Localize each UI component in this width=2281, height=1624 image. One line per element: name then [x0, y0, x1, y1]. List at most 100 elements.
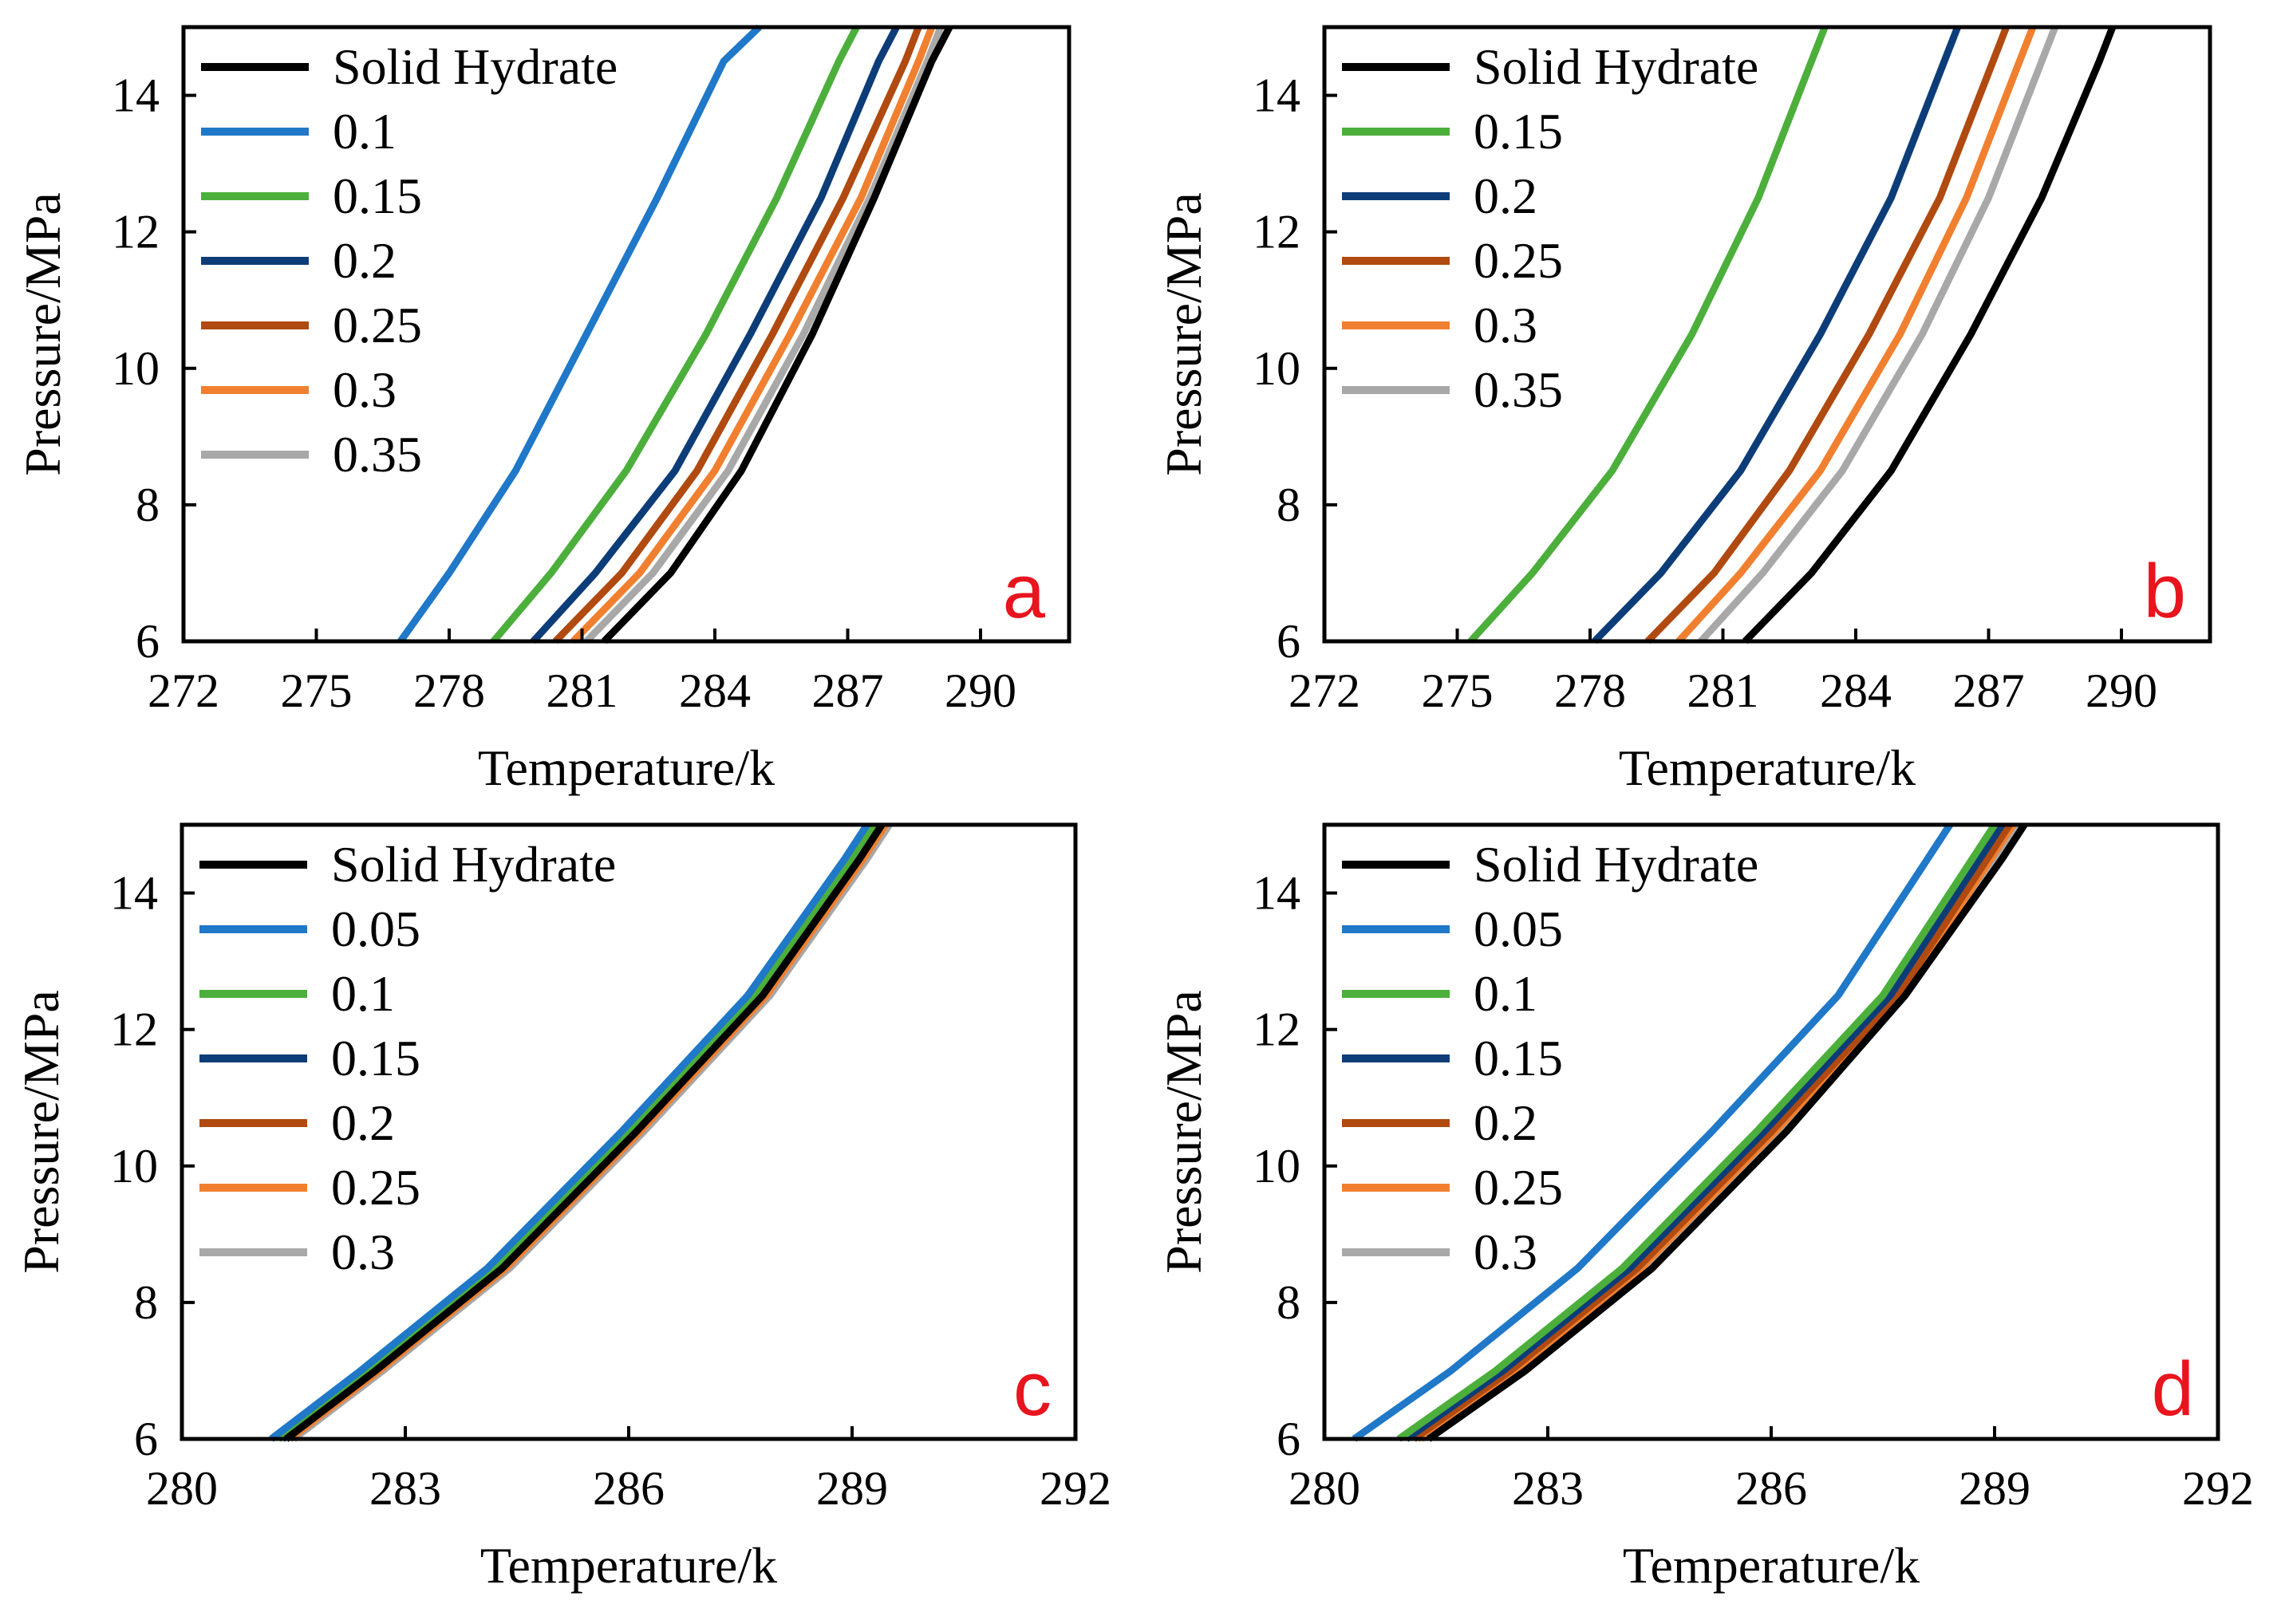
- series-line-0.3: [570, 26, 936, 644]
- y-tick-label: 14: [112, 69, 160, 122]
- x-tick-label: 290: [2086, 664, 2157, 717]
- x-axis-title: Temperature/k: [478, 739, 775, 796]
- y-tick-label: 12: [1253, 1003, 1300, 1056]
- panel-b: 272 275 278 281 284 287 290 6 8 10 12 14 Temperature…: [1155, 25, 2212, 796]
- legend-label: 0.05: [331, 901, 420, 957]
- legend-label: 0.25: [333, 297, 422, 353]
- series-line-0.2: [1411, 822, 2013, 1442]
- legend-label: 0.35: [1474, 361, 1563, 418]
- legend-label: 0.15: [1474, 1030, 1563, 1086]
- x-axis-title: Temperature/k: [1619, 739, 1916, 796]
- legend-label: Solid Hydrate: [1474, 38, 1758, 95]
- y-tick-label: 14: [1253, 69, 1300, 122]
- legend-label: 0.3: [1474, 297, 1537, 353]
- series-line-0.15: [1467, 26, 1829, 644]
- legend-label: 0.3: [333, 361, 397, 418]
- legend-label: 0.25: [331, 1159, 420, 1216]
- y-tick-label: 12: [110, 1003, 158, 1056]
- y-tick-label: 10: [112, 342, 160, 395]
- x-tick-label: 284: [1820, 664, 1892, 717]
- x-tick-label: 287: [1953, 664, 2025, 717]
- legend-label: 0.25: [1474, 1159, 1563, 1216]
- legend-label: 0.35: [333, 426, 422, 483]
- series-line-solid-hydrate: [1742, 26, 2117, 644]
- x-tick-label: 280: [1288, 1462, 1360, 1515]
- x-tick-label: 272: [148, 664, 219, 717]
- panel-letter: c: [1013, 1346, 1052, 1432]
- series-line-0.1: [276, 822, 878, 1442]
- y-tick-label: 10: [110, 1140, 158, 1192]
- y-tick-label: 8: [136, 479, 160, 531]
- x-tick-label: 286: [593, 1462, 665, 1515]
- y-tick-label: 14: [1253, 867, 1300, 920]
- legend-label: Solid Hydrate: [331, 836, 616, 893]
- y-tick-label: 14: [110, 867, 158, 920]
- series-line-0.1: [397, 24, 762, 644]
- x-axis-title: Temperature/k: [480, 1537, 777, 1594]
- legend-label: 0.2: [1474, 168, 1537, 224]
- series-line-0.05: [269, 822, 870, 1442]
- panel-letter: b: [2144, 549, 2186, 634]
- y-tick-label: 12: [112, 206, 160, 258]
- series-line-0.2: [531, 25, 900, 644]
- y-tick-label: 6: [1277, 1413, 1300, 1465]
- y-axis-title: Pressure/MPa: [13, 990, 69, 1274]
- x-tick-label: 275: [1422, 664, 1494, 717]
- y-tick-label: 8: [1277, 479, 1300, 531]
- y-axis-title: Pressure/MPa: [1155, 192, 1212, 476]
- legend-label: 0.3: [1474, 1224, 1537, 1280]
- legend-label: Solid Hydrate: [1474, 836, 1758, 893]
- series-line-0.15: [1404, 822, 2006, 1442]
- x-tick-label: 289: [816, 1462, 888, 1515]
- legend-label: 0.15: [331, 1030, 420, 1086]
- legend-label: 0.1: [1474, 965, 1537, 1022]
- legend-label: 0.25: [1474, 232, 1563, 289]
- y-tick-label: 12: [1253, 206, 1300, 258]
- x-tick-label: 290: [945, 664, 1016, 717]
- y-tick-label: 10: [1253, 1140, 1300, 1192]
- x-tick-label: 278: [1554, 664, 1626, 717]
- x-tick-label: 281: [1687, 664, 1759, 717]
- x-axis-title: Temperature/k: [1623, 1537, 1920, 1594]
- series-line-0.05: [1352, 822, 1953, 1442]
- x-tick-label: 284: [679, 664, 751, 717]
- panel-c: 280 283 286 289 292 6 8 10 12 14 Temperature/k Pres…: [13, 822, 1111, 1594]
- legend-label: Solid Hydrate: [333, 38, 618, 95]
- x-tick-label: 280: [146, 1462, 218, 1515]
- legend-label: 0.2: [1474, 1094, 1537, 1151]
- series-line-0.3: [1675, 26, 2037, 644]
- x-tick-label: 292: [1040, 1462, 1111, 1515]
- y-tick-label: 8: [134, 1276, 158, 1329]
- x-tick-label: 286: [1735, 1462, 1807, 1515]
- y-tick-label: 6: [136, 615, 160, 668]
- panel-letter: d: [2152, 1346, 2194, 1432]
- series-line-solid-hydrate: [602, 25, 953, 644]
- x-tick-label: 272: [1288, 664, 1360, 717]
- x-tick-label: 278: [413, 664, 485, 717]
- legend-label: 0.2: [333, 232, 397, 289]
- x-tick-label: 283: [369, 1462, 441, 1515]
- series-line-0.25: [552, 26, 922, 644]
- series-line-solid-hydrate: [283, 822, 886, 1442]
- series-line-0.1: [1396, 822, 1998, 1442]
- panel-letter: a: [1003, 549, 1046, 634]
- series-line-0.35: [583, 26, 945, 644]
- x-tick-label: 289: [1959, 1462, 2030, 1515]
- x-tick-label: 281: [547, 664, 618, 717]
- x-tick-label: 292: [2182, 1462, 2254, 1515]
- panel-d: 280 283 286 289 292 6 8 10 12 14 Temperature/k Pres…: [1155, 822, 2254, 1594]
- legend-label: 0.1: [331, 965, 395, 1022]
- legend-label: 0.15: [1474, 103, 1563, 160]
- legend-label: 0.2: [331, 1094, 395, 1151]
- series-line-0.25: [1644, 26, 2010, 644]
- plot-frame: [1322, 25, 2212, 644]
- x-tick-label: 287: [812, 664, 884, 717]
- y-tick-label: 10: [1253, 342, 1300, 395]
- y-axis-title: Pressure/MPa: [14, 192, 71, 476]
- legend-label: 0.1: [333, 103, 397, 160]
- plot-frame: [181, 25, 1071, 644]
- legend-label: 0.3: [331, 1224, 395, 1280]
- legend-label: 0.05: [1474, 901, 1563, 957]
- series-line-solid-hydrate: [1427, 822, 2028, 1442]
